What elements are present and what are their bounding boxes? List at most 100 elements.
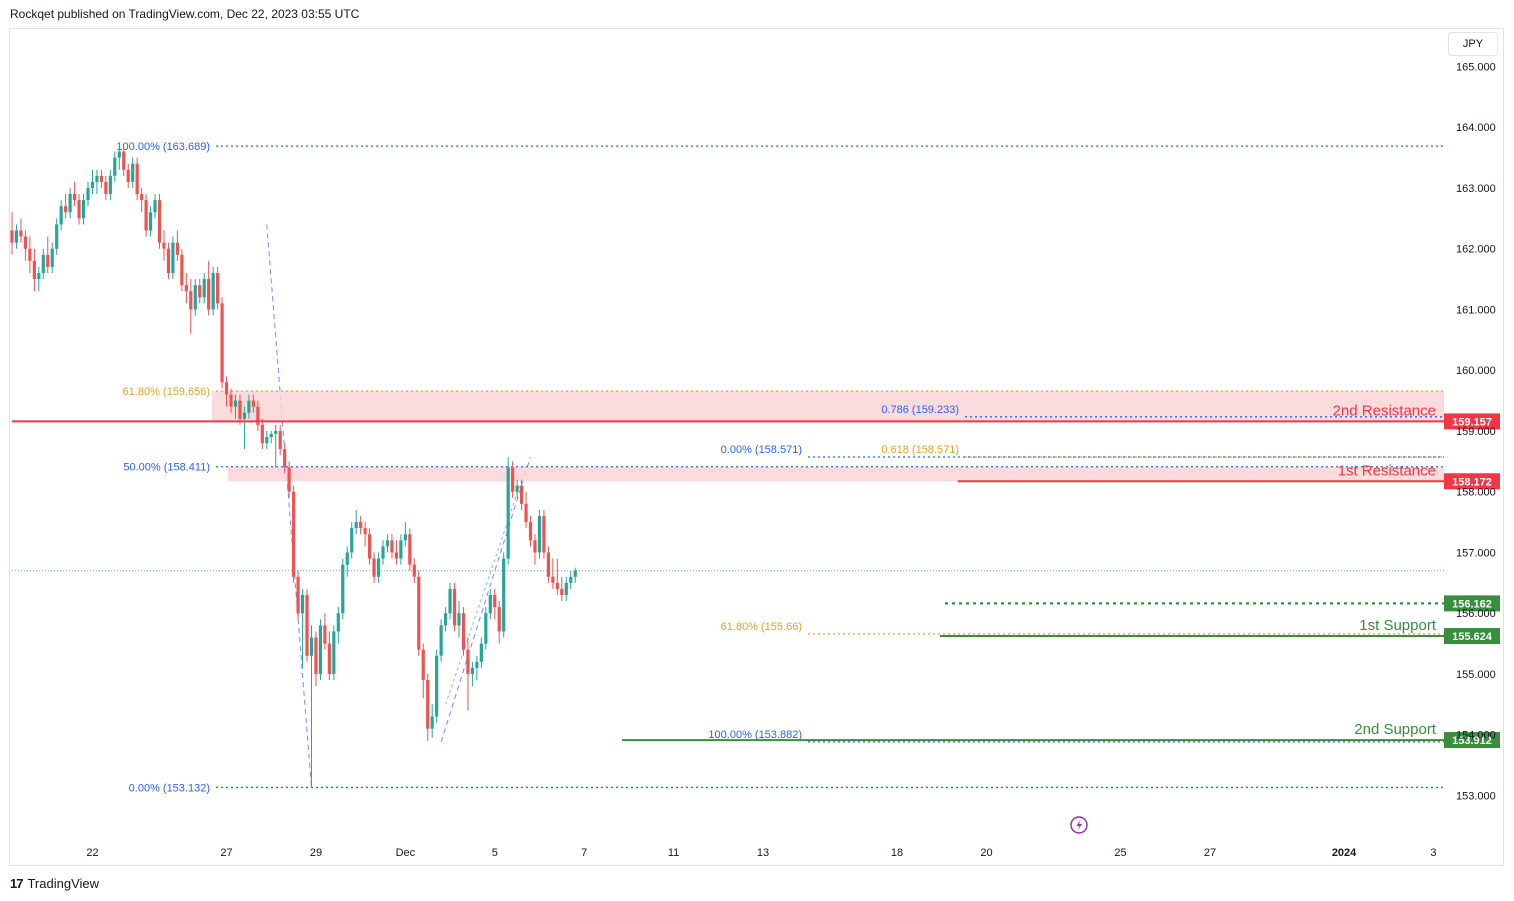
fib-right-label-1: 0.618 (158.571) <box>881 444 959 456</box>
candle-body <box>14 230 19 243</box>
fib-right-label-2: 0.00% (158.571) <box>721 444 802 456</box>
candle-body <box>332 631 336 674</box>
candle-body <box>77 200 81 219</box>
fib-retrace-line <box>445 467 527 705</box>
candle-body <box>108 175 112 195</box>
candle-body <box>497 607 501 632</box>
candle-body <box>238 400 242 419</box>
x-tick-8: 18 <box>891 847 903 859</box>
level-text-2: 1st Support <box>1359 617 1437 634</box>
level-text-1: 1st Resistance <box>1338 462 1436 479</box>
candle-body <box>189 291 193 310</box>
candle-body <box>81 200 86 219</box>
candle-body <box>359 522 363 529</box>
candle-body <box>309 637 314 656</box>
candle-body <box>171 242 175 274</box>
candle-body <box>515 485 519 492</box>
candle-body <box>519 485 524 504</box>
candle-body <box>184 285 188 292</box>
candle-body <box>55 224 59 249</box>
candle-body <box>448 588 452 614</box>
candle-body <box>86 187 90 201</box>
y-tick-2: 163.000 <box>1456 183 1496 195</box>
candle-body <box>126 169 130 182</box>
candle-body <box>560 588 564 595</box>
candle-body <box>341 564 345 614</box>
fib-right-label-3: 61.80% (155.66) <box>721 621 802 633</box>
candle-body <box>488 594 492 614</box>
candle-body <box>345 552 349 565</box>
candle-body <box>394 552 399 559</box>
price-tag-bg-0 <box>1444 413 1500 430</box>
fib-left-label-2: 50.00% (158.411) <box>123 462 210 474</box>
candle-body <box>180 254 184 286</box>
candle-body <box>528 522 533 541</box>
candle-body <box>135 163 139 195</box>
currency-selector[interactable]: JPY <box>1448 32 1498 56</box>
candle-body <box>461 613 466 650</box>
candle-body <box>417 576 421 650</box>
candle-body <box>260 424 264 444</box>
candle-body <box>555 582 559 589</box>
resistance-zone-1 <box>228 466 1444 482</box>
y-tick-6: 159.000 <box>1456 426 1496 438</box>
candle-body <box>68 194 72 213</box>
level-marker-tag: 156.162 <box>1452 598 1492 610</box>
candle-body <box>72 194 77 201</box>
y-tick-3: 162.000 <box>1456 244 1496 256</box>
tradingview-logo[interactable]: 17 TradingView <box>10 876 99 891</box>
candle-body <box>202 279 206 298</box>
x-tick-7: 13 <box>757 847 769 859</box>
candle-body <box>524 503 528 523</box>
y-tick-9: 156.000 <box>1456 608 1496 620</box>
candle-body <box>10 230 14 243</box>
candle-body <box>502 558 506 632</box>
candle-body <box>99 175 103 182</box>
candle-body <box>113 157 117 176</box>
candle-body <box>292 491 296 577</box>
candle-body <box>479 643 483 662</box>
x-tick-9: 20 <box>980 847 992 859</box>
candle-body <box>546 552 550 577</box>
y-tick-10: 155.000 <box>1456 669 1496 681</box>
candle-body <box>224 382 229 395</box>
candle-body <box>484 613 488 644</box>
fib-trend-line-left <box>266 224 312 788</box>
price-tag-bg-1 <box>1444 473 1500 490</box>
candle-body <box>242 412 247 419</box>
candle-body <box>256 406 260 425</box>
candle-body <box>122 151 126 170</box>
candle-body <box>376 558 381 577</box>
candle-body <box>305 594 309 656</box>
candle-body <box>23 236 28 249</box>
candle-body <box>166 248 171 274</box>
fib-left-label-0: 100.00% (163.689) <box>116 141 210 153</box>
candle-body <box>148 212 153 231</box>
candle-body <box>193 285 197 310</box>
candle-body <box>278 430 282 450</box>
candle-body <box>573 570 577 577</box>
x-tick-1: 27 <box>220 847 232 859</box>
candle-body <box>354 522 358 529</box>
candle-body <box>28 248 32 261</box>
candle-body <box>318 625 323 674</box>
candle-body <box>443 613 448 626</box>
candle-body <box>368 534 372 559</box>
price-tag-1: 158.172 <box>1452 476 1492 488</box>
candle-body <box>350 528 354 553</box>
resistance-zone-2 <box>212 390 1444 422</box>
candle-body <box>95 175 99 182</box>
candle-body <box>403 534 407 541</box>
chart-frame[interactable] <box>9 28 1504 866</box>
price-tag-bg-2 <box>1444 628 1500 645</box>
candle-body <box>569 576 573 583</box>
brand-label: TradingView <box>27 876 100 891</box>
candle-body <box>412 564 416 577</box>
y-tick-7: 158.000 <box>1456 487 1496 499</box>
x-tick-11: 27 <box>1204 847 1216 859</box>
x-tick-2: 29 <box>310 847 322 859</box>
candle-body <box>537 516 542 553</box>
x-tick-4: 5 <box>492 847 498 859</box>
level-marker-tag-bg <box>1444 595 1500 612</box>
